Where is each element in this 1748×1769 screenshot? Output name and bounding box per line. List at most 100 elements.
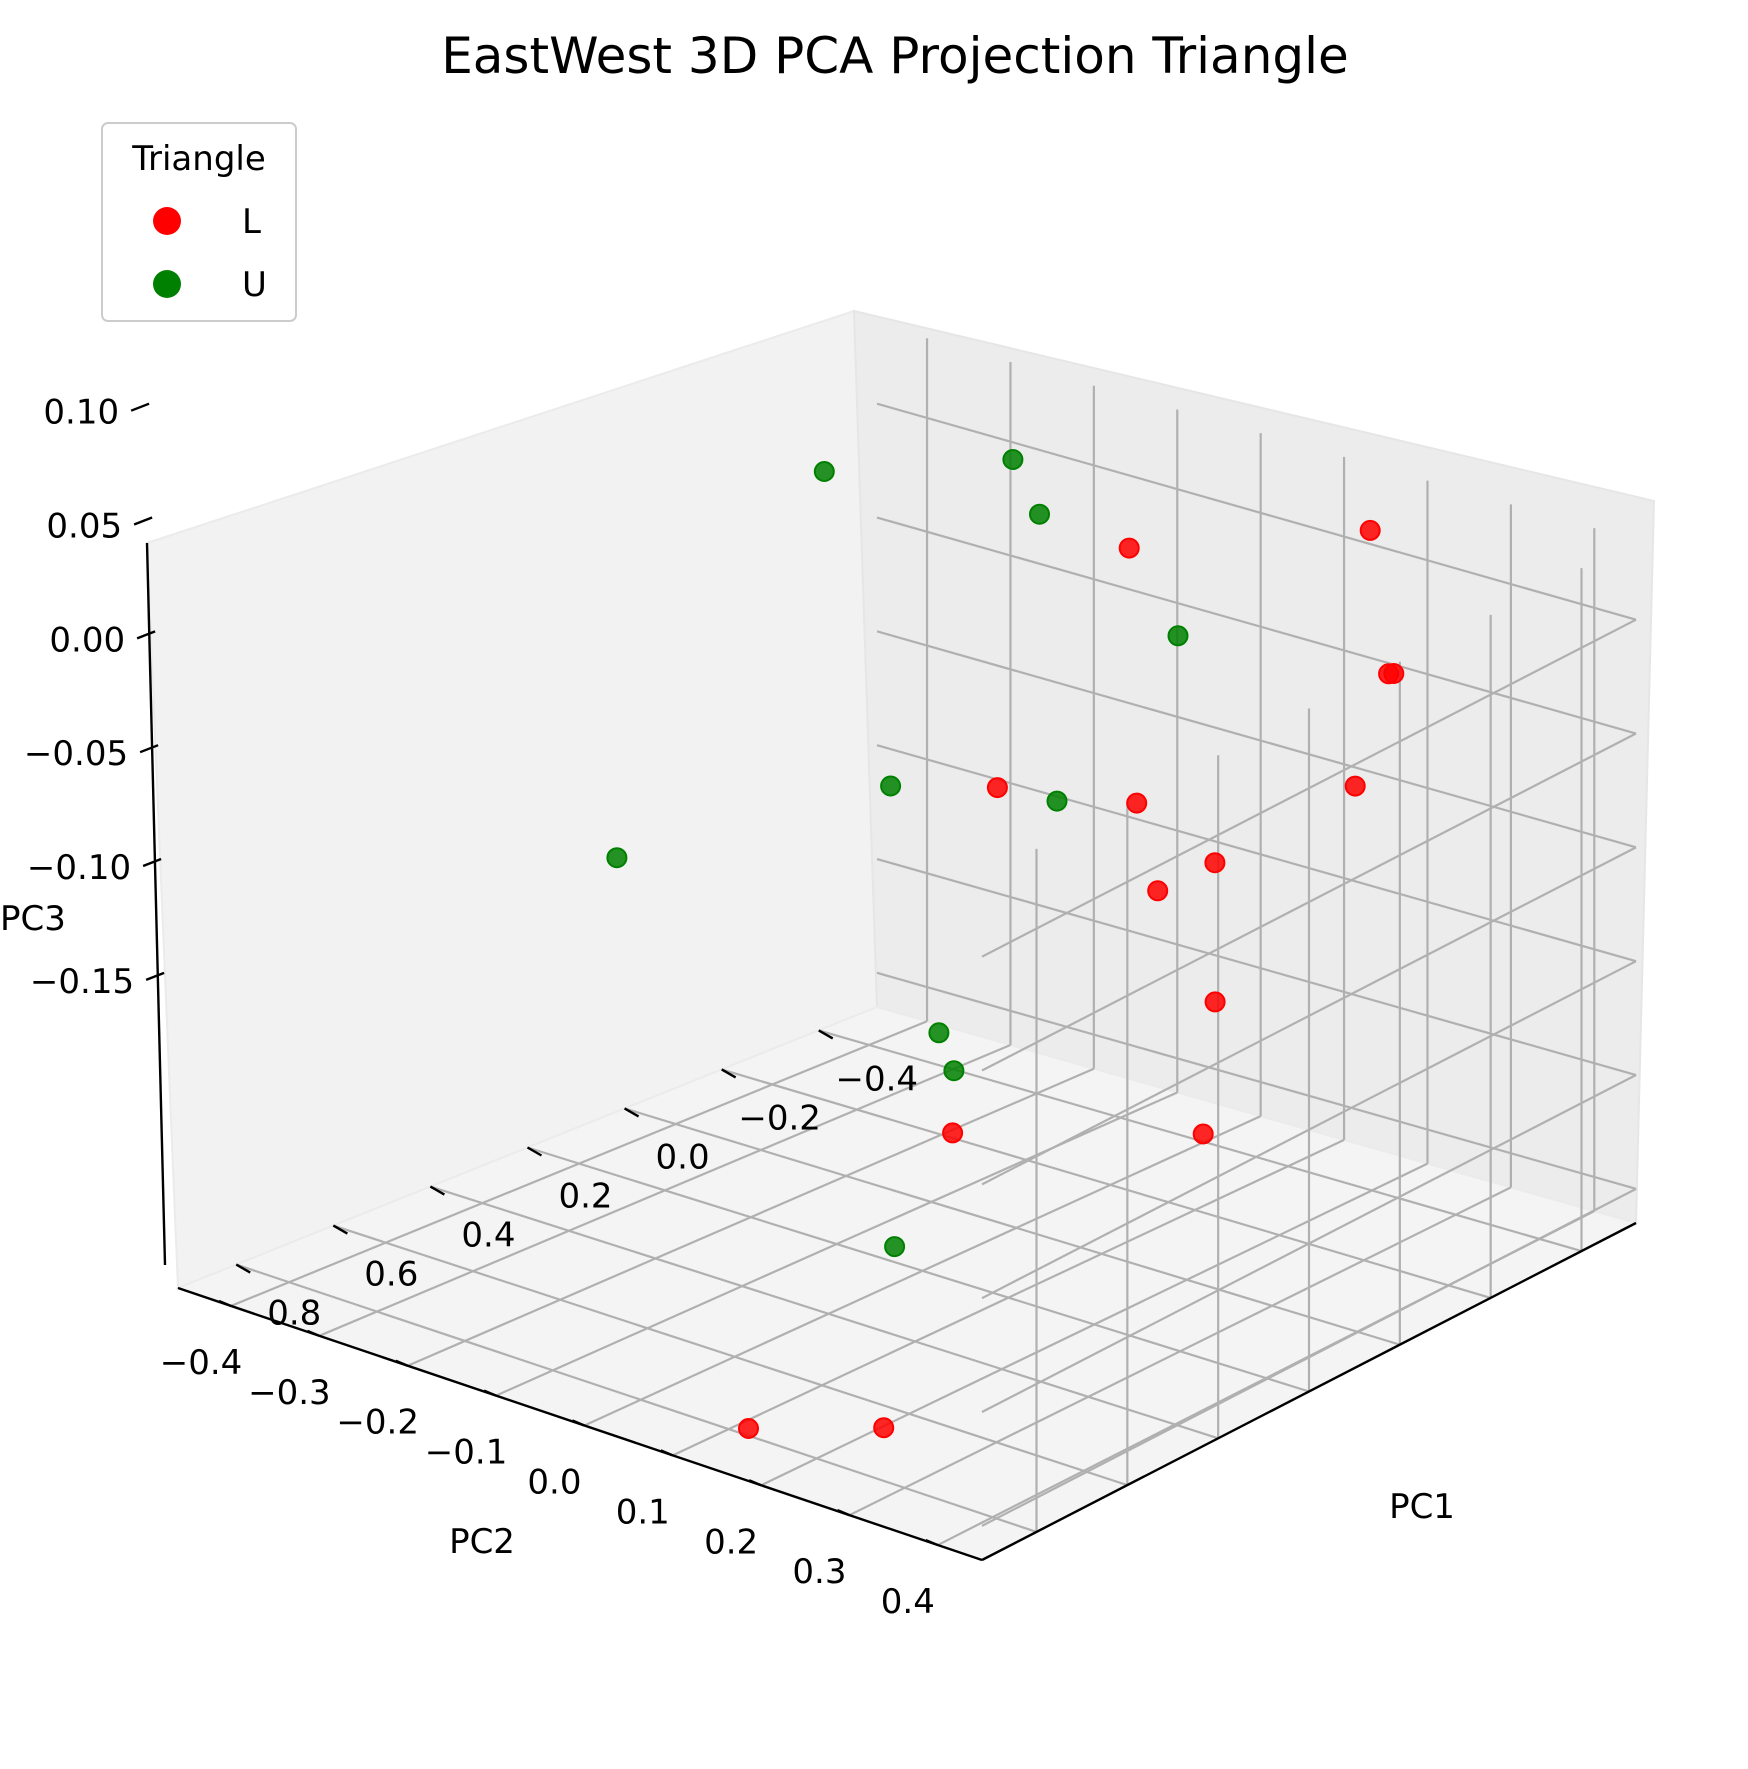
pc2-tick-mark [925,1538,939,1547]
point-l [1204,852,1226,874]
pc3-tick-label: 0.10 [43,393,119,433]
gridline-pc2 [848,1186,1512,1517]
gridline-pc2 [407,1067,1095,1367]
pc2-tick-mark [748,1479,762,1487]
point-l [1118,537,1140,559]
pc2-tick-label: −0.4 [160,1343,243,1383]
pc2-tick-label: −0.2 [336,1403,419,1443]
gridline-pc2 [672,1138,1345,1457]
point-l [1378,663,1400,685]
pc2-tick-mark [306,1329,320,1337]
pc1-tick-label: −0.2 [738,1098,821,1138]
pc2-tick-label: 0.1 [616,1492,670,1532]
pc2-tick-mark [218,1299,232,1308]
pc1-tick-mark [721,1068,737,1079]
gridline-pc3-left [876,630,1637,849]
gridline-pc3-right [981,732,1637,1072]
pc3-tick-mark [130,402,150,412]
point-l [1204,991,1226,1013]
pc2-tick-label: 0.2 [704,1522,758,1562]
legend-box [101,122,297,322]
point-l [1359,519,1381,541]
pc3-tick-label: 0.05 [46,507,122,547]
point-u [928,1022,950,1044]
gridline-pc3-right [981,1074,1637,1413]
point-l [986,777,1008,799]
pc2-tick-label: −0.3 [248,1373,331,1413]
point-u [813,461,835,482]
pc1-tick-mark [429,1185,446,1196]
gridline-pc2 [760,1162,1428,1487]
point-u [1167,625,1189,647]
point-u [1002,449,1024,470]
z-axis-label: PC3 [0,899,66,939]
gridline-pc3-left [876,402,1637,621]
gridline-pc3-right [981,618,1637,958]
point-u [884,1236,906,1258]
pc2-tick-label: 0.0 [527,1462,581,1502]
pc3-tick-mark [133,516,153,526]
pc1-axis-line [981,1221,1637,1562]
point-l [942,1122,964,1144]
pc1-tick-label: 0.6 [364,1255,418,1295]
legend-marker-l [153,207,181,235]
legend-label-u: U [242,265,267,305]
pc2-tick-label: 0.3 [792,1552,846,1592]
point-l [873,1417,895,1439]
y-axis-label: PC2 [449,1522,515,1562]
pc1-tick-mark [235,1263,251,1274]
gridline-pc2 [230,1020,928,1307]
pc2-tick-mark [660,1449,674,1457]
data-points [606,449,1405,1439]
pc3-tick-mark [145,971,165,981]
pc3-tick-mark [142,857,162,868]
point-u [880,775,902,797]
point-l [1344,775,1366,797]
pc1-tick-mark [623,1107,640,1118]
pc1-tick-label: 0.4 [461,1216,515,1256]
pc1-tick-label: 0.0 [656,1137,710,1177]
pc3-tick-mark [136,630,156,640]
point-l [1147,880,1169,902]
gridline-pc3-left [876,857,1637,1077]
gridline-pc3-right [981,960,1637,1300]
gridline-pc3-left [876,971,1637,1190]
tick-labels: −0.4−0.20.00.20.40.60.8−0.4−0.3−0.2−0.10… [24,393,935,1622]
pc3-axis-line [145,542,167,1266]
pc3-tick-label: −0.05 [24,734,128,774]
pc1-tick-mark [526,1146,543,1157]
pc3-tick-label: −0.15 [30,962,134,1002]
legend-label-l: L [242,202,261,242]
pc3-tick-mark [139,744,159,754]
point-u [1046,790,1068,812]
legend-title: Triangle [131,139,266,179]
gridline-pc2 [318,1043,1011,1337]
legend: Triangle L U [101,122,297,322]
gridline-pc3-right [981,1187,1637,1527]
pc2-tick-mark [395,1359,409,1367]
point-l [1126,792,1148,814]
point-u [943,1060,965,1082]
pc1-tick-label: 0.2 [558,1177,612,1217]
point-l [1192,1123,1214,1145]
legend-marker-u [153,270,181,298]
pc2-tick-label: 0.4 [881,1582,935,1622]
x-axis-label: PC1 [1389,1487,1455,1527]
pc3-tick-label: −0.10 [27,848,131,888]
grid-lines [230,338,1637,1547]
pc2-tick-mark [483,1389,497,1397]
pc2-tick-mark [837,1509,850,1517]
chart-title: EastWest 3D PCA Projection Triangle [441,27,1349,85]
pc1-tick-mark [332,1224,348,1235]
gridline-pc3-left [876,516,1637,735]
point-u [1029,503,1050,525]
pc1-tick-label: −0.4 [835,1059,918,1099]
gridline-pc2 [583,1115,1262,1427]
pc3-tick-label: 0.00 [49,620,125,660]
pc2-tick-label: −0.1 [425,1433,508,1473]
point-u [606,847,628,869]
point-l [738,1418,759,1439]
pc2-tick-mark [571,1419,585,1427]
axis-lines [130,402,1637,1562]
